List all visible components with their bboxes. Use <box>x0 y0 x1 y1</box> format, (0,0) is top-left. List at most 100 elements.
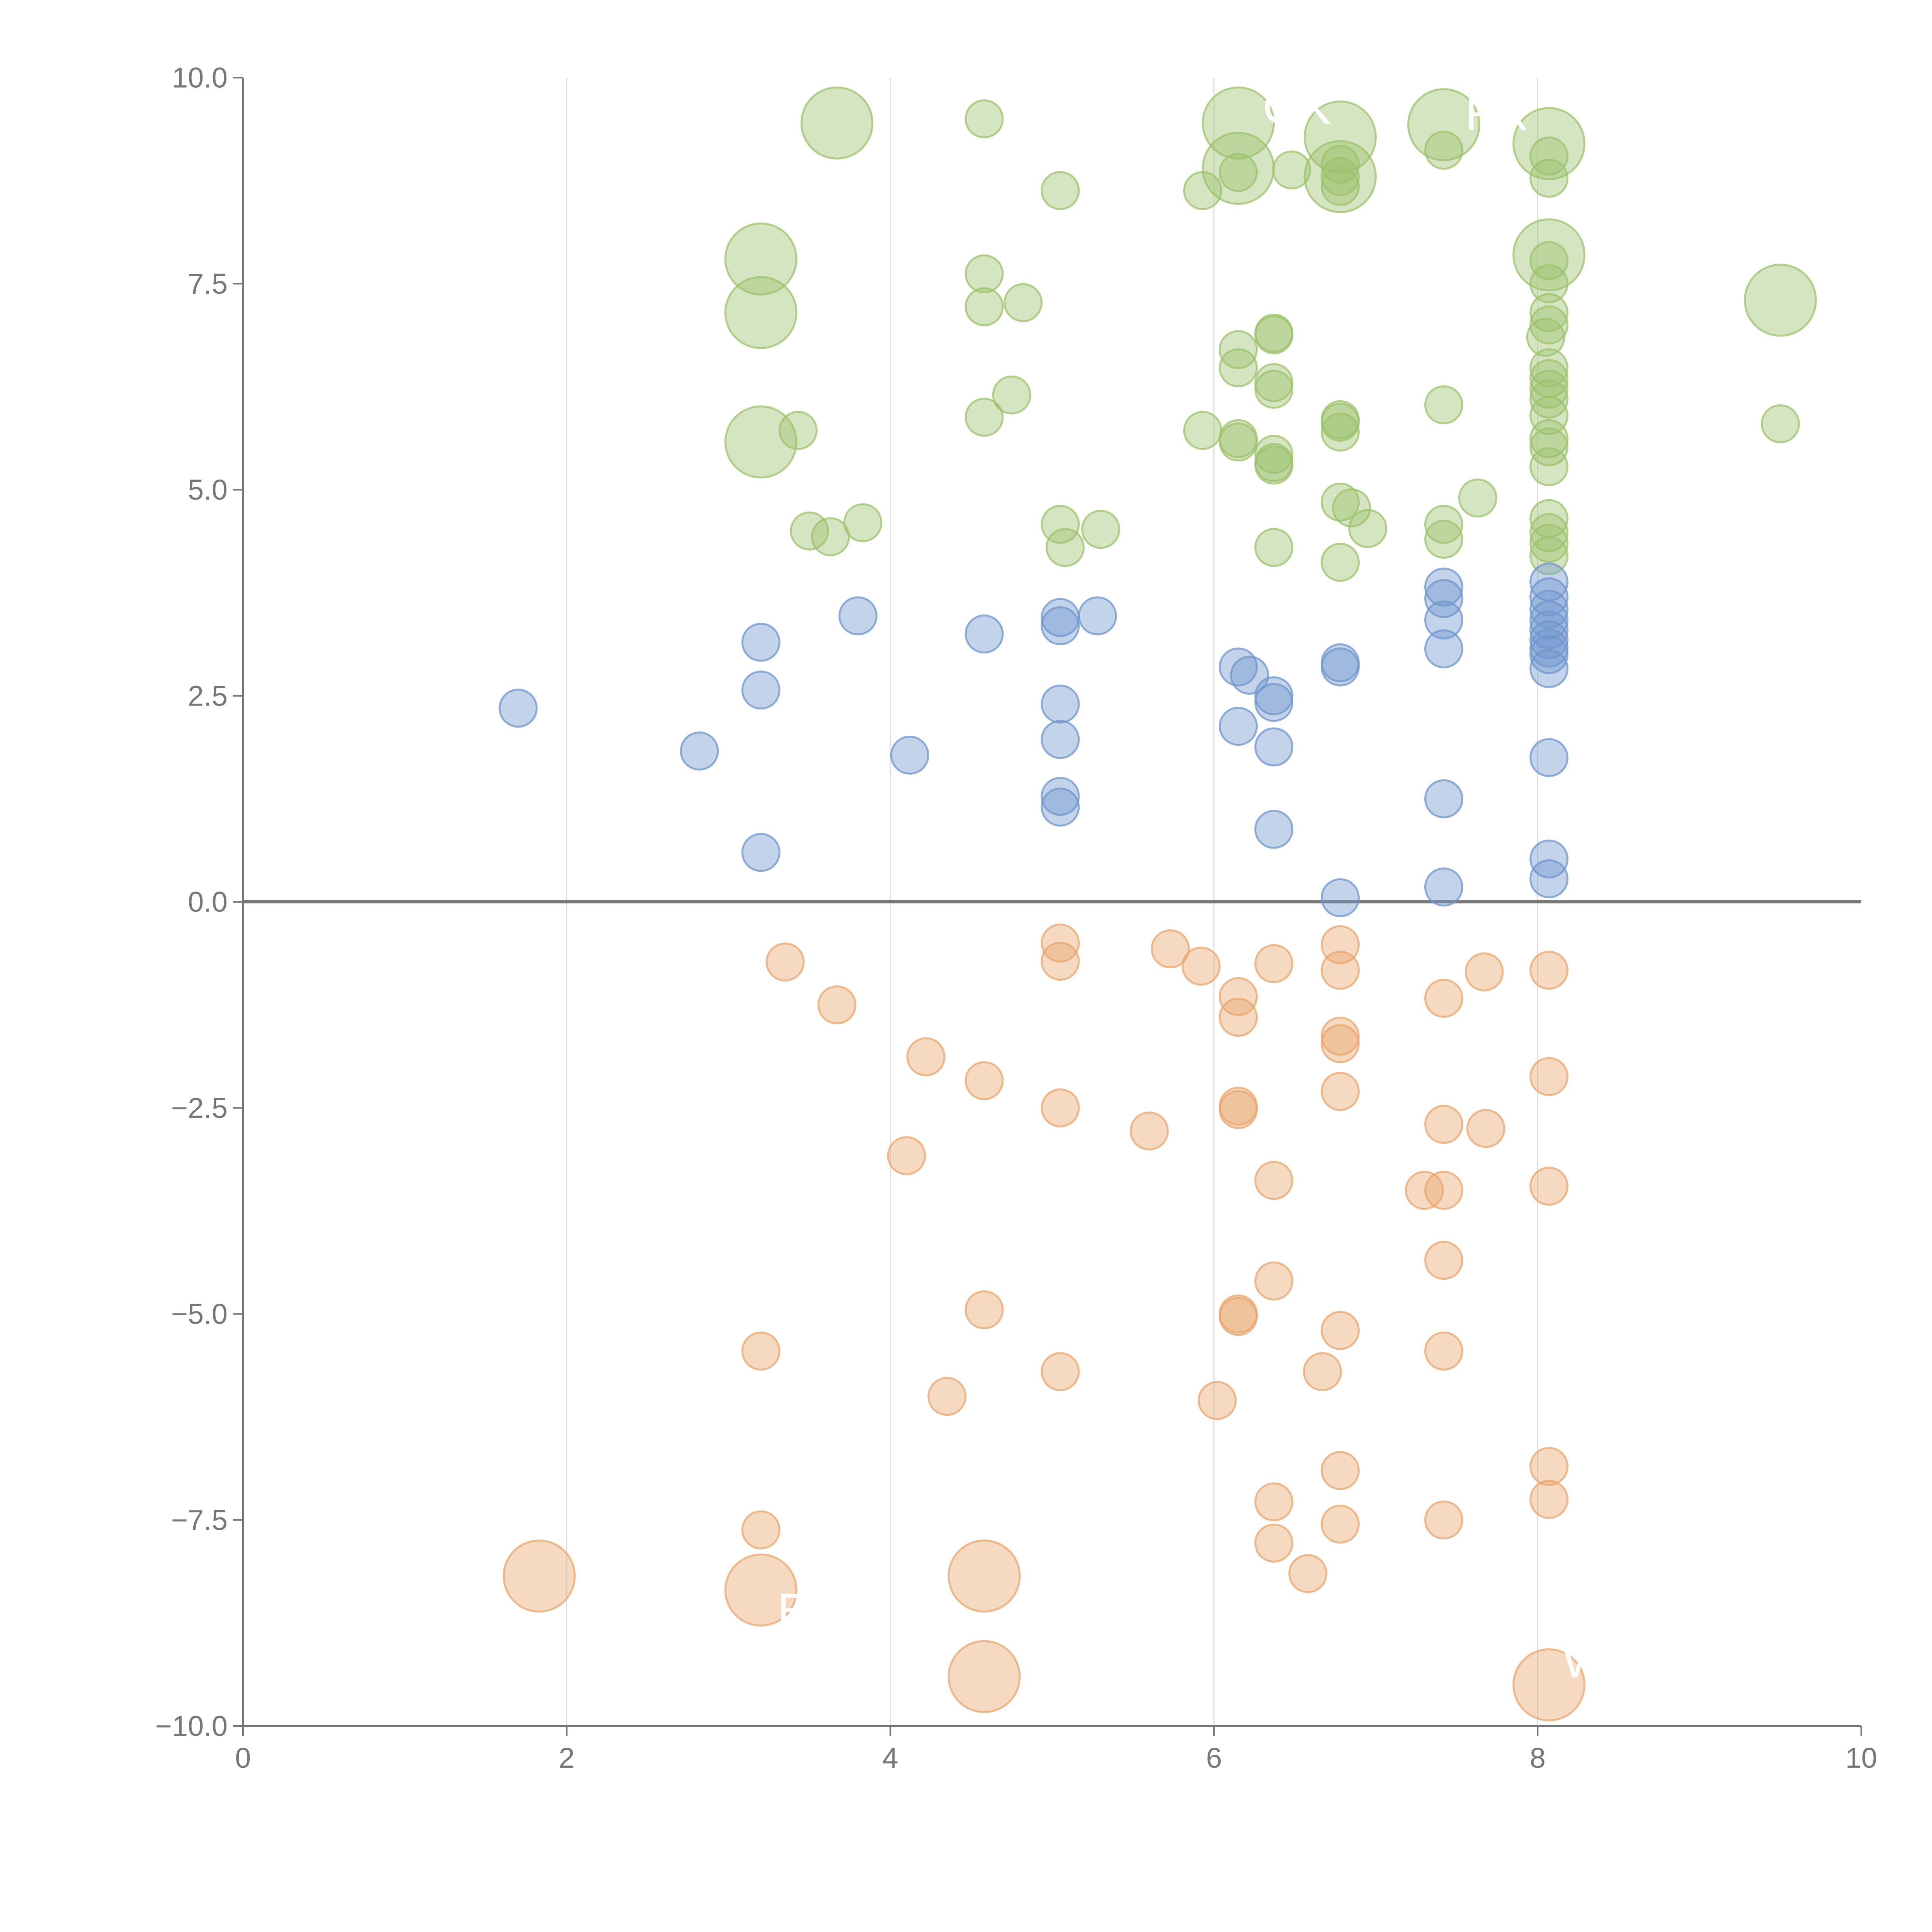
blue-point <box>1529 738 1569 777</box>
blue-point <box>1529 577 1569 617</box>
y-tick-label: 10.0 <box>172 62 228 94</box>
orange-point <box>1529 1057 1569 1096</box>
blue-point <box>1424 579 1463 618</box>
x-tick-label: 4 <box>883 1742 898 1774</box>
green-point <box>1348 509 1388 548</box>
blue-point <box>1529 590 1569 629</box>
green-point <box>1529 524 1569 563</box>
orange-point <box>1529 1167 1569 1206</box>
blue-point <box>1041 606 1080 645</box>
axes-layer: 10.0 7.5 5.0 2.5 0.0 −2.5 −5.0 −7.5 −10.00 2 4 6 8 10 <box>155 62 1877 1774</box>
orange-point <box>887 1136 926 1175</box>
green-point <box>1320 403 1360 442</box>
orange-point <box>1041 1352 1080 1391</box>
green-point <box>811 517 850 556</box>
green-point <box>1458 478 1497 518</box>
green-point <box>1041 505 1080 544</box>
point-annotation: B <box>777 1583 810 1639</box>
green-point <box>1219 422 1258 462</box>
green-point <box>1254 315 1294 354</box>
orange-point <box>1320 1311 1360 1350</box>
green-point <box>1744 264 1817 337</box>
green-point <box>1529 419 1569 458</box>
green-point <box>724 222 798 296</box>
green-point <box>1046 528 1085 567</box>
green-point <box>992 375 1031 415</box>
blue-point <box>741 622 781 662</box>
orange-point <box>1320 1451 1360 1490</box>
orange-point <box>1254 1523 1294 1563</box>
blue-point <box>1041 787 1080 827</box>
green-point <box>1529 348 1569 388</box>
orange-point <box>1181 946 1221 986</box>
orange-point <box>1529 1480 1569 1519</box>
green-point <box>724 405 798 479</box>
green-point <box>1003 283 1043 322</box>
green-point <box>1183 171 1222 210</box>
green-point <box>1320 167 1360 206</box>
green-point <box>1272 150 1311 190</box>
orange-point <box>1197 1381 1237 1420</box>
blue-point <box>1041 684 1080 724</box>
green-point <box>964 398 1004 437</box>
blue-point <box>741 670 781 710</box>
green-point <box>964 99 1004 139</box>
y-tick-label: 7.5 <box>188 268 228 300</box>
y-tick-label: 5.0 <box>188 474 228 506</box>
orange-point <box>1041 1088 1080 1128</box>
green-point <box>1183 411 1222 450</box>
green-point <box>1424 505 1463 544</box>
green-point <box>1219 348 1258 388</box>
orange-point <box>1041 942 1080 981</box>
green-point <box>1202 86 1275 160</box>
blue-point <box>1219 707 1258 746</box>
y-tick-label: 2.5 <box>188 680 228 712</box>
blue-point <box>1424 567 1463 607</box>
blue-point <box>680 731 719 771</box>
green-point <box>1081 510 1121 549</box>
blue-point <box>1041 777 1080 816</box>
blue-point <box>1424 867 1463 907</box>
orange-point <box>1254 1161 1294 1200</box>
blue-point <box>1529 839 1569 879</box>
blue-point <box>1320 878 1360 917</box>
orange-point <box>502 1539 576 1613</box>
blue-point <box>1254 727 1294 767</box>
green-point <box>1424 385 1463 425</box>
point-annotation: FX <box>1465 86 1528 141</box>
orange-point <box>1320 951 1360 990</box>
green-point <box>1320 543 1360 582</box>
green-point <box>800 86 874 160</box>
orange-point <box>1529 1447 1569 1486</box>
orange-point <box>1424 1500 1463 1540</box>
y-tick-label: −10.0 <box>155 1710 228 1742</box>
green-point <box>1529 264 1569 303</box>
orange-point <box>1254 1261 1294 1301</box>
blue-point <box>1254 810 1294 849</box>
green-point <box>1529 293 1569 332</box>
orange-point <box>741 1510 781 1549</box>
orange-point <box>817 985 857 1025</box>
blue-point <box>1529 600 1569 640</box>
point-annotation: A <box>1012 79 1045 134</box>
green-point <box>1424 519 1463 559</box>
green-point <box>1320 145 1360 184</box>
green-point <box>964 254 1004 294</box>
orange-point <box>964 1290 1004 1330</box>
point-annotation: C <box>1012 1514 1047 1569</box>
blue-point <box>498 689 538 728</box>
green-point <box>1254 435 1294 474</box>
green-point <box>1320 157 1360 196</box>
y-tick-label: −5.0 <box>171 1298 228 1330</box>
orange-point <box>1424 1105 1463 1144</box>
green-point <box>1529 379 1569 419</box>
orange-point <box>1151 929 1190 969</box>
green-point <box>1529 305 1569 345</box>
blue-point <box>1529 620 1569 660</box>
labels-layer: A CK FX C B W <box>777 79 1609 1688</box>
blue-point <box>1254 683 1294 722</box>
orange-point <box>947 1640 1021 1713</box>
green-point <box>724 276 798 349</box>
green-point <box>1512 218 1586 292</box>
green-point <box>843 503 883 543</box>
